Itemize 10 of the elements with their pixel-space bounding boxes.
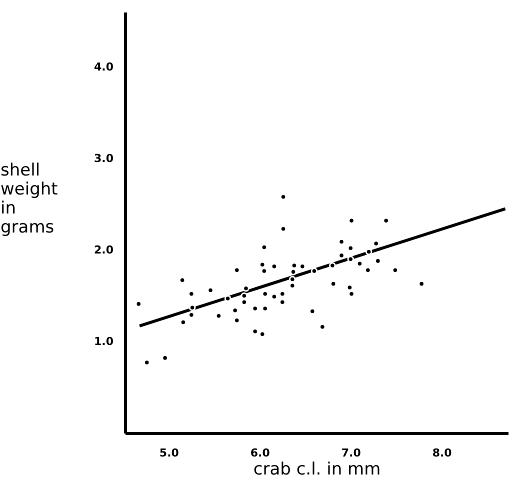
y-tick-label: 3.0 [94,152,114,165]
x-tick-label: 5.0 [159,446,180,460]
x-axis-title: crab c.l. in mm [253,460,381,480]
x-tick-label: 6.0 [250,446,270,460]
x-tick-label: 8.0 [432,446,452,460]
y-tick-label: 2.0 [94,243,114,256]
y-tick-label: 4.0 [94,60,114,74]
x-tick-label: 7.0 [341,446,362,460]
y-axis-title: shell weight in grams [0,160,58,238]
y-tick-label: 1.0 [94,334,114,348]
